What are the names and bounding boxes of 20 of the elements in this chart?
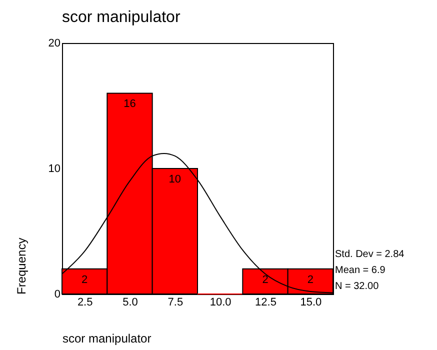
y-tick-label: 0 [54,288,60,300]
y-axis-title: Frequency [14,238,28,294]
x-tick-label: 5.0 [122,296,138,308]
text: Std. Dev = 2.84 [335,249,405,260]
x-tick-label: 15.0 [300,296,322,308]
data-label: 2 [82,274,88,286]
x-tick-label: 2.5 [77,296,93,308]
x-tick-label: 10.0 [210,296,232,308]
data-label: 10 [168,174,182,186]
x-tick-label: 12.5 [255,296,276,308]
text: Mean = 6.9 [335,265,386,276]
text: N = 32.00 [335,281,380,292]
data-label: 2 [262,274,268,286]
data-label: 2 [307,274,314,286]
data-label: 16 [124,98,136,110]
x-axis-title: scor manipulator [62,332,152,346]
y-tick-label: 10 [48,163,60,175]
x-tick-label: 7.5 [168,296,184,308]
y-tick-label: 20 [48,38,60,50]
chart-title: scor manipulator [62,9,181,26]
